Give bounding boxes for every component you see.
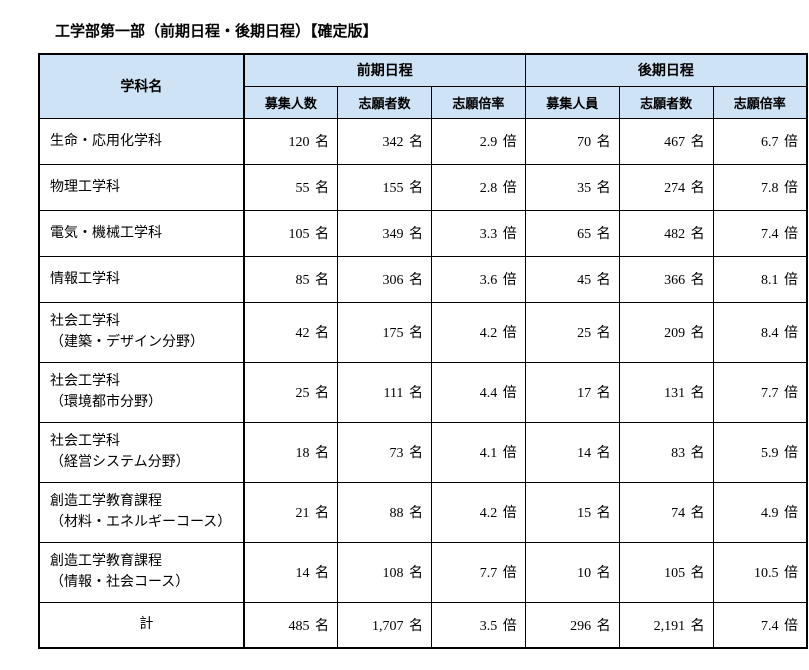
table-cell: 108 名 xyxy=(338,542,432,602)
table-cell: 2.9 倍 xyxy=(431,118,525,164)
table-cell: 10.5 倍 xyxy=(713,542,807,602)
table-cell: 7.4 倍 xyxy=(713,602,807,648)
dept-cell: 生命・応用化学科 xyxy=(39,118,244,164)
table-cell: 485 名 xyxy=(244,602,338,648)
table-cell: 131 名 xyxy=(619,362,713,422)
table-cell: 70 名 xyxy=(525,118,619,164)
col-sub3-header: 志願倍率 xyxy=(431,86,525,118)
table-cell: 45 名 xyxy=(525,256,619,302)
table-cell: 14 名 xyxy=(525,422,619,482)
table-cell: 105 名 xyxy=(244,210,338,256)
table-cell: 83 名 xyxy=(619,422,713,482)
table-cell: 467 名 xyxy=(619,118,713,164)
table-cell: 65 名 xyxy=(525,210,619,256)
table-row: 社会工学科（建築・デザイン分野）42 名175 名4.2 倍25 名209 名8… xyxy=(39,302,807,362)
table-cell: 4.2 倍 xyxy=(431,482,525,542)
table-cell: 4.1 倍 xyxy=(431,422,525,482)
table-row: 社会工学科（環境都市分野）25 名111 名4.4 倍17 名131 名7.7 … xyxy=(39,362,807,422)
table-cell: 85 名 xyxy=(244,256,338,302)
table-body: 生命・応用化学科120 名342 名2.9 倍70 名467 名6.7 倍物理工… xyxy=(39,118,807,648)
table-row: 生命・応用化学科120 名342 名2.9 倍70 名467 名6.7 倍 xyxy=(39,118,807,164)
table-cell: 274 名 xyxy=(619,164,713,210)
dept-cell: 物理工学科 xyxy=(39,164,244,210)
table-cell: 7.4 倍 xyxy=(713,210,807,256)
table-cell: 17 名 xyxy=(525,362,619,422)
page-title: 工学部第一部（前期日程・後期日程）【確定版】 xyxy=(55,20,789,41)
table-cell: 175 名 xyxy=(338,302,432,362)
table-cell: 35 名 xyxy=(525,164,619,210)
admissions-table: 学科名 前期日程 後期日程 募集人数 志願者数 志願倍率 募集人員 志願者数 志… xyxy=(38,53,808,649)
table-cell: 73 名 xyxy=(338,422,432,482)
table-cell: 88 名 xyxy=(338,482,432,542)
table-cell: 7.7 倍 xyxy=(713,362,807,422)
total-row: 計485 名1,707 名3.5 倍296 名2,191 名7.4 倍 xyxy=(39,602,807,648)
table-cell: 21 名 xyxy=(244,482,338,542)
table-cell: 3.6 倍 xyxy=(431,256,525,302)
dept-cell: 社会工学科（環境都市分野） xyxy=(39,362,244,422)
table-row: 情報工学科85 名306 名3.6 倍45 名366 名8.1 倍 xyxy=(39,256,807,302)
table-cell: 15 名 xyxy=(525,482,619,542)
table-cell: 209 名 xyxy=(619,302,713,362)
table-cell: 14 名 xyxy=(244,542,338,602)
table-cell: 349 名 xyxy=(338,210,432,256)
table-cell: 120 名 xyxy=(244,118,338,164)
col-group2-header: 後期日程 xyxy=(525,54,807,86)
table-cell: 6.7 倍 xyxy=(713,118,807,164)
total-label: 計 xyxy=(39,602,244,648)
table-cell: 155 名 xyxy=(338,164,432,210)
table-cell: 2.8 倍 xyxy=(431,164,525,210)
table-cell: 306 名 xyxy=(338,256,432,302)
dept-cell: 電気・機械工学科 xyxy=(39,210,244,256)
table-row: 物理工学科55 名155 名2.8 倍35 名274 名7.8 倍 xyxy=(39,164,807,210)
table-row: 創造工学教育課程（材料・エネルギーコース）21 名88 名4.2 倍15 名74… xyxy=(39,482,807,542)
table-cell: 4.4 倍 xyxy=(431,362,525,422)
table-cell: 18 名 xyxy=(244,422,338,482)
col-dept-header: 学科名 xyxy=(39,54,244,118)
dept-cell: 社会工学科（経営システム分野） xyxy=(39,422,244,482)
col-sub5-header: 志願者数 xyxy=(619,86,713,118)
dept-cell: 創造工学教育課程（情報・社会コース） xyxy=(39,542,244,602)
table-cell: 25 名 xyxy=(525,302,619,362)
col-sub1-header: 募集人数 xyxy=(244,86,338,118)
table-cell: 7.8 倍 xyxy=(713,164,807,210)
table-cell: 8.1 倍 xyxy=(713,256,807,302)
table-cell: 5.9 倍 xyxy=(713,422,807,482)
col-sub6-header: 志願倍率 xyxy=(713,86,807,118)
table-cell: 8.4 倍 xyxy=(713,302,807,362)
table-cell: 1,707 名 xyxy=(338,602,432,648)
dept-cell: 社会工学科（建築・デザイン分野） xyxy=(39,302,244,362)
table-cell: 342 名 xyxy=(338,118,432,164)
table-cell: 3.3 倍 xyxy=(431,210,525,256)
table-cell: 4.2 倍 xyxy=(431,302,525,362)
table-cell: 482 名 xyxy=(619,210,713,256)
col-sub2-header: 志願者数 xyxy=(338,86,432,118)
table-cell: 42 名 xyxy=(244,302,338,362)
table-cell: 111 名 xyxy=(338,362,432,422)
table-cell: 105 名 xyxy=(619,542,713,602)
dept-cell: 創造工学教育課程（材料・エネルギーコース） xyxy=(39,482,244,542)
table-cell: 366 名 xyxy=(619,256,713,302)
table-cell: 55 名 xyxy=(244,164,338,210)
dept-cell: 情報工学科 xyxy=(39,256,244,302)
table-cell: 3.5 倍 xyxy=(431,602,525,648)
table-row: 創造工学教育課程（情報・社会コース）14 名108 名7.7 倍10 名105 … xyxy=(39,542,807,602)
table-cell: 74 名 xyxy=(619,482,713,542)
col-group1-header: 前期日程 xyxy=(244,54,526,86)
table-cell: 296 名 xyxy=(525,602,619,648)
table-cell: 7.7 倍 xyxy=(431,542,525,602)
table-row: 電気・機械工学科105 名349 名3.3 倍65 名482 名7.4 倍 xyxy=(39,210,807,256)
col-sub4-header: 募集人員 xyxy=(525,86,619,118)
table-cell: 2,191 名 xyxy=(619,602,713,648)
table-cell: 10 名 xyxy=(525,542,619,602)
table-cell: 4.9 倍 xyxy=(713,482,807,542)
table-cell: 25 名 xyxy=(244,362,338,422)
table-row: 社会工学科（経営システム分野）18 名73 名4.1 倍14 名83 名5.9 … xyxy=(39,422,807,482)
